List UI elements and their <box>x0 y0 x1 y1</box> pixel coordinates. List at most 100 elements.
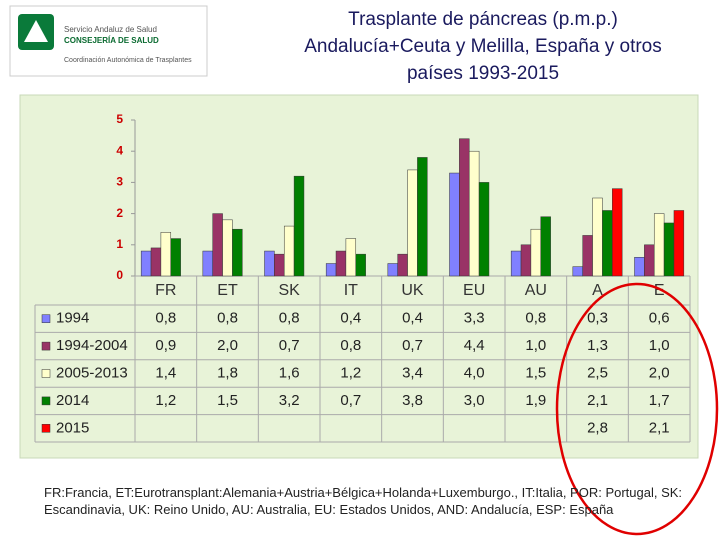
legend-label: 1994 <box>56 310 89 327</box>
legend-swatch <box>41 424 51 433</box>
bar <box>572 266 583 277</box>
table-value: 0,8 <box>525 310 546 327</box>
legend-swatch <box>41 341 51 351</box>
table-value: 3,2 <box>279 392 300 409</box>
bar <box>449 172 460 277</box>
table-value: 1,5 <box>525 364 546 381</box>
logo-text: Coordinación Autonómica de Trasplantes <box>64 57 192 64</box>
title: Andalucía+Ceuta y Melilla, España y otro… <box>304 36 662 57</box>
table-value: 0,8 <box>155 310 176 327</box>
table-value: 2,0 <box>649 364 670 381</box>
bar <box>264 250 275 277</box>
x-tick-label: UK <box>401 282 424 299</box>
x-tick-label: AU <box>525 282 547 299</box>
bar <box>407 169 418 277</box>
logo-text: CONSEJERÍA DE SALUD <box>64 36 159 45</box>
table-value: 4,4 <box>464 337 485 354</box>
bar <box>510 250 522 277</box>
table-value: 1,8 <box>217 364 238 381</box>
legend-swatch <box>41 396 51 406</box>
table-value: 1,3 <box>587 337 608 354</box>
bar <box>520 244 532 277</box>
legend-swatch <box>41 369 51 378</box>
table-value: 0,8 <box>279 310 300 327</box>
table-value: 0,8 <box>217 310 238 327</box>
x-tick-label: SK <box>278 282 300 299</box>
bar <box>602 210 613 277</box>
bar <box>325 263 337 277</box>
bar <box>150 247 162 277</box>
footnote: FR:Francia, ET:Eurotransplant:Alemania+A… <box>44 485 683 517</box>
x-tick-label: FR <box>155 282 176 299</box>
bar <box>160 232 172 277</box>
table-value: 0,4 <box>340 310 361 327</box>
table-value: 2,1 <box>587 392 608 409</box>
legend-swatch <box>41 314 51 323</box>
table-value: 3,3 <box>464 310 485 327</box>
bar <box>673 210 685 277</box>
table-value: 0,7 <box>279 337 300 354</box>
bar <box>417 157 428 277</box>
table-value: 1,4 <box>155 364 176 381</box>
table-value: 0,9 <box>155 337 176 354</box>
table-value: 2,1 <box>649 419 670 436</box>
table-value: 0,4 <box>402 310 423 327</box>
table-value: 1,6 <box>279 364 300 381</box>
bar <box>387 263 398 277</box>
table-value: 3,4 <box>402 364 423 381</box>
bar <box>212 213 223 277</box>
x-tick-label: EU <box>463 282 485 299</box>
bar <box>232 228 243 277</box>
y-tick-label: 0 <box>116 268 123 282</box>
x-tick-label: IT <box>344 282 358 299</box>
bar <box>663 222 675 277</box>
bar <box>202 250 213 277</box>
table-value: 0,6 <box>649 310 670 327</box>
table-value: 3,8 <box>402 392 423 409</box>
bar <box>478 182 490 277</box>
bar <box>335 250 347 277</box>
bar <box>140 250 152 277</box>
bar <box>530 228 542 277</box>
bar <box>397 253 408 277</box>
table-value: 1,7 <box>649 392 670 409</box>
bar <box>653 213 665 277</box>
bar <box>582 235 593 277</box>
table-value: 1,5 <box>217 392 238 409</box>
x-tick-label: E <box>654 282 665 299</box>
y-tick-label: 5 <box>116 112 123 126</box>
table-value: 1,9 <box>525 392 546 409</box>
table-value: 0,3 <box>587 310 608 327</box>
y-tick-label: 2 <box>116 206 123 220</box>
bar <box>468 150 480 277</box>
table-value: 4,0 <box>464 364 485 381</box>
x-tick-label: A <box>592 282 603 299</box>
logo-text: Servicio Andaluz de Salud <box>64 25 157 34</box>
bar <box>634 257 645 277</box>
bar <box>222 219 233 277</box>
title: países 1993-2015 <box>407 63 559 84</box>
bar <box>170 238 181 277</box>
bar <box>459 138 470 277</box>
table-value: 0,7 <box>402 337 423 354</box>
table-value: 1,0 <box>525 337 546 354</box>
title: Trasplante de páncreas (p.m.p.) <box>348 9 618 30</box>
logo-shape <box>24 20 48 42</box>
bar <box>540 216 551 277</box>
bar <box>283 225 295 277</box>
bar <box>612 188 623 277</box>
bar <box>644 244 655 277</box>
bar <box>345 238 357 277</box>
highlight-ellipse <box>555 282 719 536</box>
bar <box>592 197 603 277</box>
legend-label: 1994-2004 <box>56 337 128 354</box>
bar <box>274 253 285 277</box>
table-value: 3,0 <box>464 392 485 409</box>
table-value: 1,2 <box>340 364 361 381</box>
legend-label: 2005-2013 <box>56 364 128 381</box>
x-tick-label: ET <box>217 282 238 299</box>
y-tick-label: 3 <box>116 175 123 189</box>
table-value: 2,0 <box>217 337 238 354</box>
